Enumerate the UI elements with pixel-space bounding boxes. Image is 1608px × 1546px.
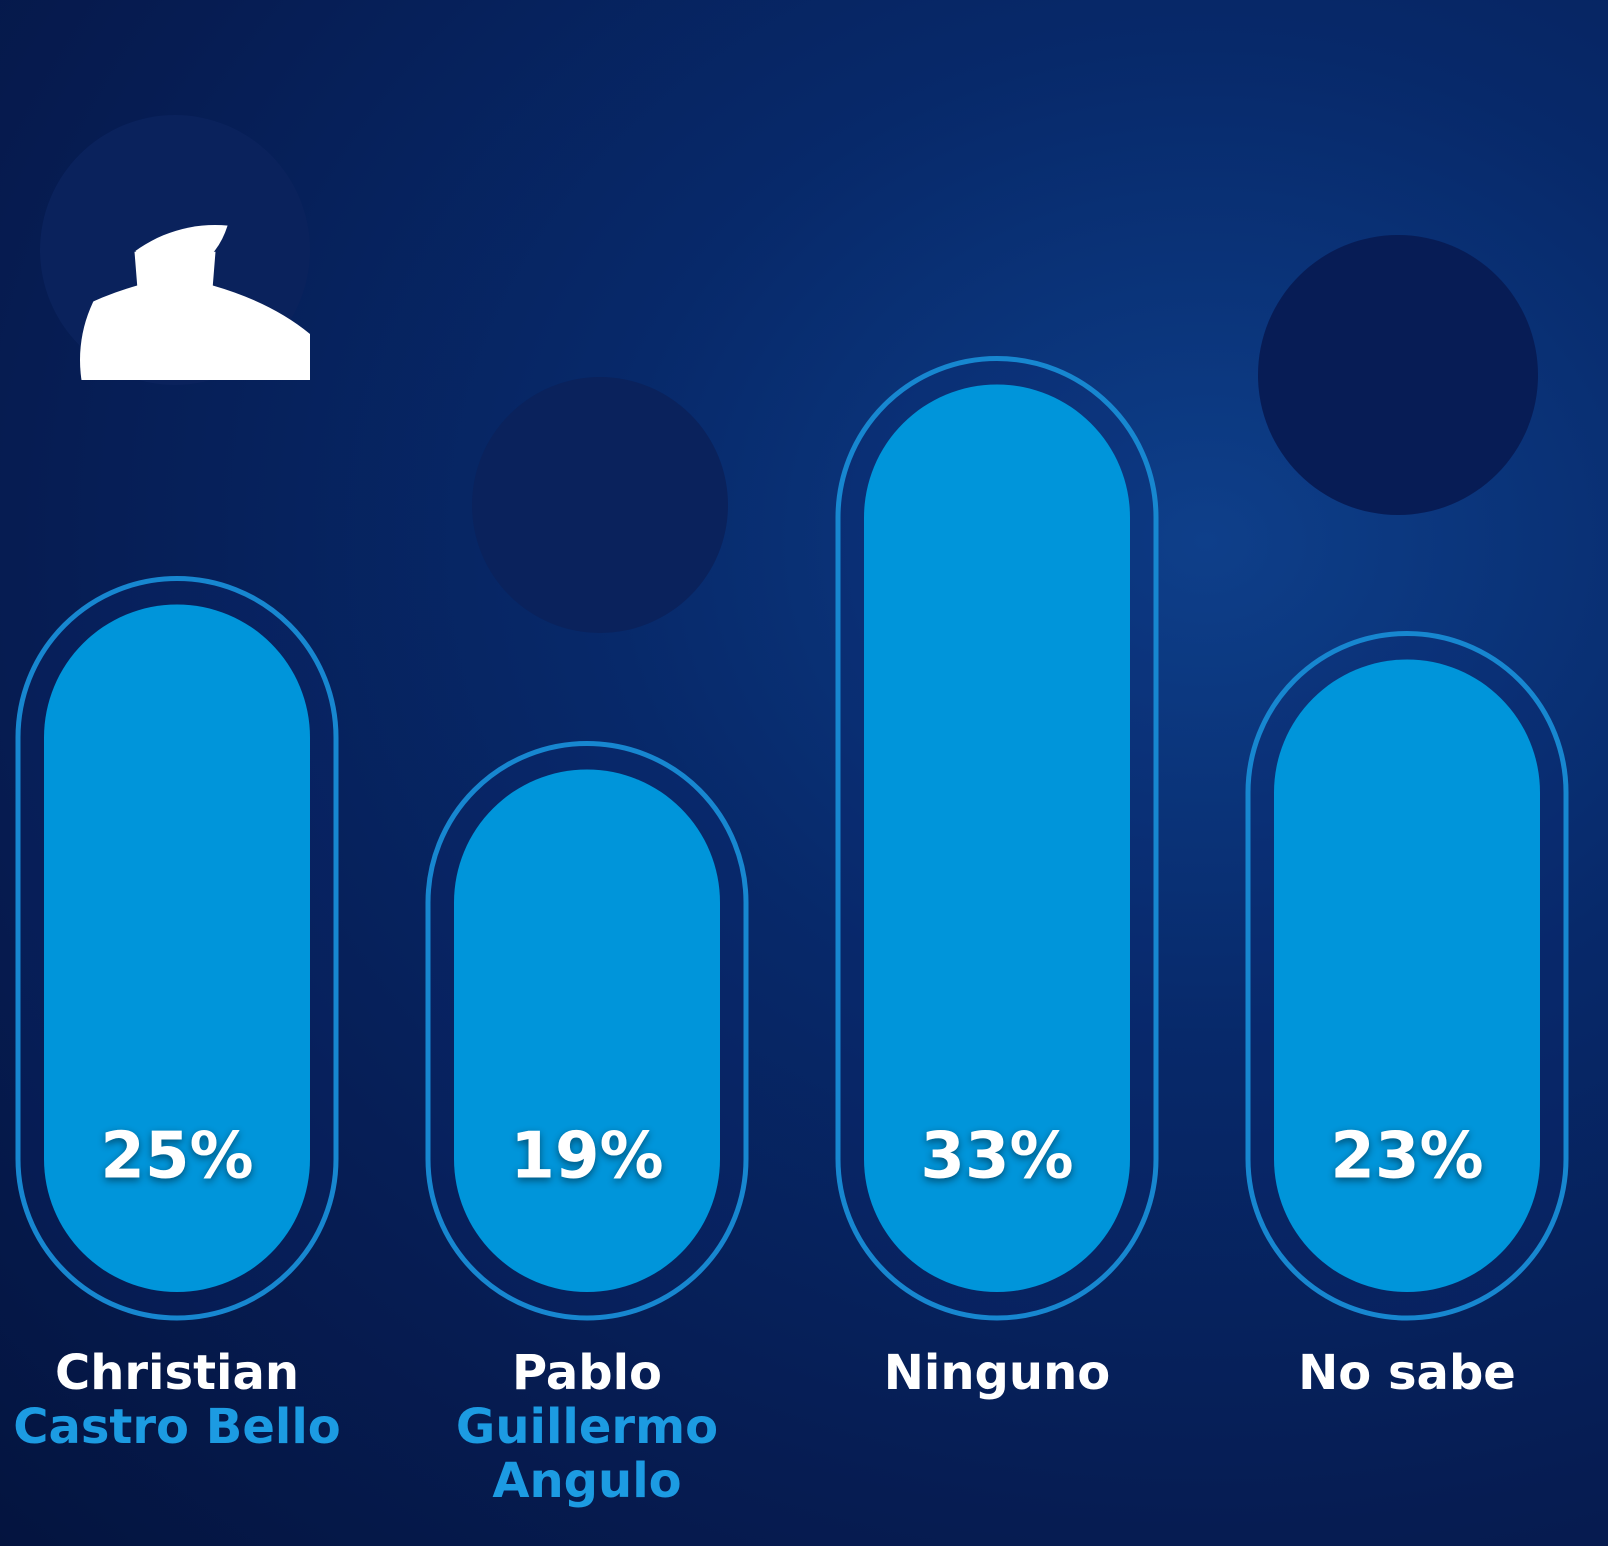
avatar [867, 28, 1153, 288]
value-label: 25% [100, 1120, 253, 1194]
bar [1274, 660, 1540, 1293]
value-label: 23% [1330, 1120, 1483, 1194]
infographic: 25% 19% 33% 23% ChristianCastro Bello PabloG… [0, 0, 1608, 1546]
category-sublabel: Guillermo Angulo [397, 1400, 777, 1508]
category-label: No sabe [1217, 1346, 1597, 1400]
category-sublabel: Castro Bello [0, 1400, 367, 1454]
chart: 25% 19% 33% 23% [0, 0, 1608, 1546]
category-label: Pablo [397, 1346, 777, 1400]
value-label: 33% [920, 1120, 1073, 1194]
avatar [1244, 235, 1552, 529]
category-label: Christian [0, 1346, 367, 1400]
value-label: 19% [510, 1120, 663, 1194]
avatar [27, 115, 324, 394]
category-label: Ninguno [807, 1346, 1187, 1400]
bar [454, 770, 720, 1293]
avatar [463, 377, 738, 638]
